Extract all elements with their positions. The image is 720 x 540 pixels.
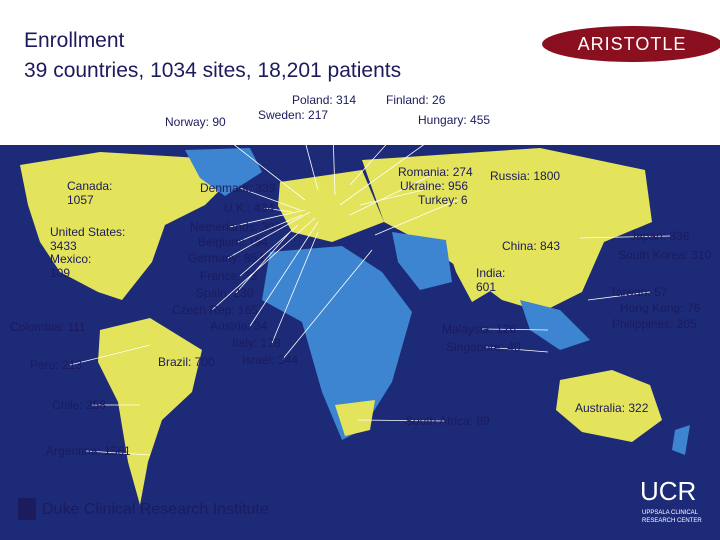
country-label: Australia: 322 [575,401,649,415]
asia [362,148,652,312]
country-label: Brazil: 700 [158,355,215,369]
leader-line [235,231,291,294]
country-label: Turkey: 6 [418,193,468,207]
country-label: Japan: 336 [630,229,690,243]
country-label: Singapore: 40 [446,340,521,354]
leader-line [229,209,306,228]
leader-line [211,217,316,311]
country-label: India: [476,266,505,280]
leader-line [297,114,319,191]
greenland [185,148,262,196]
country-label: Austria: 34 [210,319,268,333]
ucr-logo: UCR [640,476,696,506]
country-label: 601 [476,280,496,294]
leader-line [331,99,336,196]
country-label: Malaysia: 126 [442,322,516,336]
leader-line [579,235,671,239]
country-label: Germany: 854 [188,251,264,265]
country-label: 1057 [67,193,94,207]
country-label: Denmark: 339 [200,181,276,195]
africa [262,246,412,440]
country-label: Russia: 1800 [490,169,560,183]
subtitle: 39 countries, 1034 sites, 18,201 patient… [24,59,401,82]
country-label: Poland: 314 [292,93,356,107]
country-label: Sweden: 217 [258,108,328,122]
leader-line [227,211,311,259]
country-label: Czech Rep: 165 [172,303,258,317]
country-label: Chile: 258 [52,398,106,412]
europe [278,170,384,242]
north-america [20,152,232,300]
country-label: Mexico: [50,252,91,266]
ucr-sub: RESEARCH CENTER [642,518,702,524]
leader-line [271,231,319,344]
country-label: Colombia: 111 [10,320,86,334]
country-label: Romania: 274 [398,165,473,179]
leader-line [485,346,549,353]
country-label: South Africa: 89 [405,414,490,428]
country-label: Canada: [67,179,112,193]
logo-oval [542,26,720,62]
leader-line [281,249,373,361]
leader-line [587,291,651,301]
duke-logo: Duke Clinical Research Institute [42,501,269,518]
new-zealand [672,425,690,455]
country-label: Ukraine: 956 [400,179,468,193]
leader-line [349,99,427,186]
leader-line [85,450,151,456]
country-label: Italy: 178 [232,336,281,350]
middle-east [392,232,452,290]
leader-line [359,185,441,206]
logo: ARISTOTLE [578,34,687,54]
country-label: Spain: 230 [196,286,254,300]
leader-line [237,214,303,243]
leader-line [263,207,293,213]
country-label: Taiwan: 57 [610,285,668,299]
country-label: Norway: 90 [165,115,226,129]
leader-line [357,419,446,422]
country-label: Israel: 344 [242,353,298,367]
leader-line [481,328,549,331]
duke-shield [18,498,36,520]
leader-line [374,199,459,236]
title: Enrollment [24,29,125,52]
country-label: Hungary: 455 [418,113,490,127]
south-america [98,318,202,505]
country-label: 3433 [50,239,77,253]
country-label: France: 35 [200,269,258,283]
country-label: United States: [50,225,125,239]
country-label: Philippines: 205 [612,317,697,331]
south-africa [335,400,375,436]
leader-line [249,221,319,327]
country-label: South Korea: 310 [618,248,712,262]
southeast-asia [520,300,590,350]
country-label: 109 [50,266,70,280]
world-map [0,145,720,540]
country-label: U.K.: 434 [224,201,274,215]
country-label: Finland: 26 [386,93,446,107]
leader-line [339,119,459,206]
india [446,240,492,302]
country-label: China: 843 [502,239,560,253]
country-label: Hong Kong: 76 [620,301,700,315]
country-label: Netherlands: 309 [190,220,282,234]
ucr-sub: UPPSALA CLINICAL [642,510,699,516]
country-label: Peru: 213 [30,358,82,372]
leader-line [349,171,439,216]
leader-line [69,344,151,366]
country-label: Belgium: 194 [198,235,268,249]
leader-line [204,121,306,201]
country-label: Argentina: 1561 [46,444,131,458]
leader-line [239,187,301,211]
australia [556,370,662,442]
